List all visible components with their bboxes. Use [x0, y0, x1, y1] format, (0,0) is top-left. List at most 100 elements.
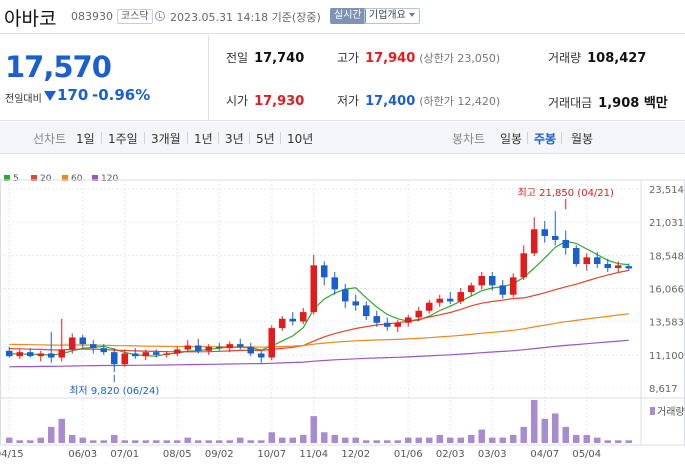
period-1d[interactable]: 1일: [76, 132, 95, 146]
candle-body: [131, 353, 139, 357]
quote-volume: 거래량 108,427: [548, 49, 646, 66]
company-info-label: 기업개요: [369, 10, 406, 21]
candle-body: [415, 310, 423, 318]
volume-bar: [68, 434, 76, 443]
candle-chart-label: 봉차트: [452, 132, 486, 146]
divider: [249, 132, 250, 144]
quote-value: 17,930: [254, 94, 305, 109]
volume-label: 거래량: [657, 406, 685, 418]
candle-body: [604, 263, 612, 269]
volume-bar: [16, 440, 24, 443]
candle-body: [68, 337, 76, 350]
volume-bar: [184, 437, 192, 443]
volume-bar: [352, 437, 360, 443]
candle-monthly[interactable]: 월봉: [571, 132, 594, 146]
ma120-line: [9, 339, 629, 368]
candle-body: [331, 277, 339, 290]
volume-bar: [499, 437, 507, 443]
period-1w[interactable]: 1주일: [108, 132, 138, 146]
legend-label: 120: [101, 174, 119, 184]
x-tick-label: 08/05: [163, 449, 192, 460]
volume-legend-swatch: [650, 407, 655, 415]
volume-bar: [320, 432, 328, 443]
period-10y[interactable]: 10년: [287, 132, 314, 146]
period-3y[interactable]: 3년: [225, 132, 244, 146]
quote-label: 전일: [226, 51, 249, 65]
volume-bar: [247, 440, 255, 443]
chevron-down-icon: [408, 13, 415, 17]
x-tick-label: 07/01: [110, 449, 139, 460]
y-tick-label: 11,100: [649, 351, 684, 362]
max-price-label: 최고 21,850 (04/21): [518, 187, 614, 199]
candle-body: [457, 292, 465, 302]
realtime-button[interactable]: 실시간: [330, 8, 366, 24]
quote-value: 17,740: [254, 51, 305, 66]
stock-header: 아바코 083930 코스닥 2023.05.31 14:18 기준(장중) 실…: [0, 0, 685, 34]
divider: [208, 35, 209, 121]
candle-body: [488, 276, 496, 286]
volume-bar: [47, 426, 55, 443]
legend-swatch: [31, 175, 37, 181]
candle-body: [352, 301, 360, 306]
volume-bar: [268, 432, 276, 443]
candle-body: [26, 352, 34, 357]
quote-label: 거래량: [548, 51, 582, 65]
x-tick-label: 10/07: [257, 449, 286, 460]
candle-body: [100, 348, 108, 353]
candle-daily[interactable]: 일봉: [500, 132, 523, 146]
candle-body: [509, 277, 517, 295]
volume-bar: [58, 418, 66, 443]
candle-body: [110, 352, 118, 365]
quote-amount: 거래대금 1,908 백만: [548, 92, 668, 111]
x-tick-label: 11/04: [299, 449, 328, 460]
divider: [187, 132, 188, 144]
volume-bar: [551, 413, 559, 443]
volume-bar: [331, 434, 339, 443]
quote-value: 108,427: [587, 51, 647, 66]
company-info-dropdown[interactable]: 기업개요: [364, 8, 420, 24]
volume-bar: [478, 429, 486, 443]
candle-body: [310, 265, 318, 313]
candle-body: [79, 337, 87, 345]
period-3m[interactable]: 3개월: [151, 132, 181, 146]
weekly-candlestick-chart[interactable]: 23,514 21,031 18,548 16,066 13,583 11,100 8,61…: [0, 170, 685, 467]
divider: [527, 132, 528, 144]
quote-label: 거래대금: [548, 96, 593, 110]
volume-bar: [425, 437, 433, 443]
legend-swatch: [62, 175, 68, 181]
volume-bar: [5, 437, 13, 443]
volume-bar: [257, 440, 265, 443]
candle-body: [593, 257, 601, 264]
change-label: 전일대비: [5, 94, 42, 105]
period-5y[interactable]: 5년: [256, 132, 275, 146]
lower-limit: (하한가 12,420): [419, 95, 501, 108]
volume-bar: [142, 440, 150, 443]
candle-body: [121, 353, 129, 365]
candle-body: [614, 265, 622, 269]
y-tick-label: 13,583: [649, 318, 684, 329]
quote-value: 17,400: [365, 94, 416, 109]
x-tick-label: 03/03: [478, 449, 507, 460]
candle-body: [373, 316, 381, 323]
period-1y[interactable]: 1년: [194, 132, 213, 146]
volume-bar: [100, 440, 108, 443]
candle-weekly[interactable]: 주봉: [534, 132, 557, 146]
market-badge: 코스닥: [117, 9, 153, 24]
volume-bar: [604, 440, 612, 443]
y-tick-label: 8,617: [649, 384, 678, 395]
volume-bar: [26, 440, 34, 443]
period-bar: 선차트 1일 1주일 3개월 1년 3년 5년 10년 봉차트 일봉 주봉 월봉: [0, 122, 685, 154]
volume-bar: [173, 440, 181, 443]
candle-body: [625, 266, 633, 269]
x-tick-label: 06/03: [68, 449, 97, 460]
candle-body: [173, 349, 181, 354]
legend-label: 20: [40, 174, 52, 184]
x-tick-label: 09/02: [205, 449, 234, 460]
volume-bar: [278, 437, 286, 443]
volume-bar: [572, 434, 580, 443]
candle-body: [394, 322, 402, 327]
candle-body: [47, 353, 55, 358]
volume-bar: [89, 440, 97, 443]
candle-body: [425, 302, 433, 311]
candle-body: [520, 253, 528, 278]
